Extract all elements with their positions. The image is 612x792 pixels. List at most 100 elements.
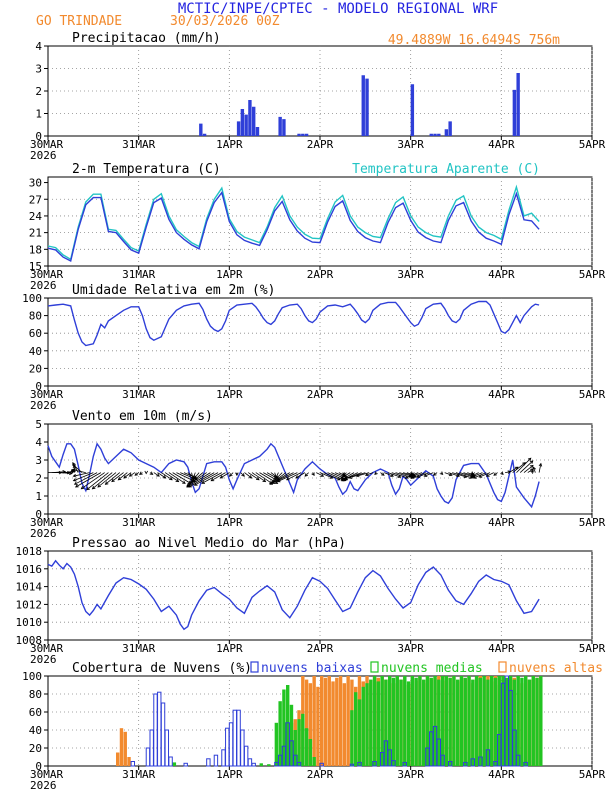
wind-vector [391,472,409,479]
bar-nuvens-baixas [145,747,151,767]
bar-precipitacao [199,123,203,136]
bar-nuvens-medias [301,713,305,766]
panel-wind: 0 1 2 3 4 5 30MAR 31MAR 1APR 2APR 3APR 4APR 5APR 2026… [30,409,606,540]
wind-vector [409,472,423,478]
wind-vector-head [72,463,76,468]
bar-nuvens-medias [259,763,263,766]
x-tick-label: 31MAR [122,768,155,781]
bar-nuvens-medias [463,677,467,766]
bar-nuvens-medias [380,676,384,766]
bar-nuvens-baixas [225,727,230,767]
wind-vector [153,472,160,477]
wind-vector-head [285,477,290,481]
x-tick-label: 1APR [216,768,243,781]
bar-nuvens-baixas [447,761,453,767]
x-tick-label: 31MAR [122,388,155,401]
panel-cloud: 0 20 40 60 80 100 30MAR 31MAR 1APR 2APR 3APR 4APR 5A… [22,661,605,792]
y-tick-label: 30 [29,177,42,190]
wind-vector [444,472,453,476]
wind-vector [424,472,434,477]
y-tick-label: 1012 [16,598,43,611]
panel-mslp: 1008 1010 1012 1014 1016 1018 30MAR 31MAR 1APR 2A… [16,536,606,666]
bar-nuvens-medias [531,676,535,766]
bar-nuvens-baixas [157,691,162,767]
x-tick-label: 4APR [488,388,515,401]
bar-nuvens-medias [535,677,539,766]
wind-vector-head [500,471,504,475]
x-tick-label: 30MAR [30,268,63,281]
bar-nuvens-altas [308,683,313,766]
wind-vector-head [134,472,139,476]
bar-nuvens-medias [384,679,388,766]
x-tick-label: 5APR [579,516,606,529]
bar-nuvens-baixas [168,756,173,767]
wind-vector [157,472,166,479]
x-tick-label: 2APR [307,516,334,529]
x-tick-label: 3APR [397,138,424,151]
bar-nuvens-medias [410,676,415,766]
y-tick-label: 40 [29,345,42,358]
bar-nuvens-medias [520,677,524,766]
wind-vector [473,472,487,479]
y-tick-label: 20 [29,362,42,375]
x-tick-label: 3APR [397,516,424,529]
x-year-label: 2026 [30,279,57,292]
x-tick-label: 4APR [488,642,515,655]
x-tick-label: 2APR [307,768,334,781]
bar-nuvens-altas [116,752,120,766]
bar-nuvens-baixas [296,761,302,767]
bar-nuvens-baixas [183,762,188,767]
bar-nuvens-medias [467,676,471,766]
x-tick-label: 4APR [488,138,515,151]
wind-vector [295,472,306,479]
y-tick-label: 1 [35,108,42,121]
wind-vector-head [478,474,483,478]
wind-vector [251,472,266,482]
bar-nuvens-medias [433,676,437,766]
y-tick-label: 1 [35,490,42,503]
wind-vector-head [529,460,534,464]
bar-nuvens-baixas [251,762,256,767]
wind-vector [188,472,215,488]
wind-vector [240,472,245,477]
y-tick-label: 80 [29,310,42,323]
bar-nuvens-altas [331,681,335,766]
y-tick-label: 20 [29,742,42,755]
bar-nuvens-altas [335,677,339,766]
bar-nuvens-baixas [523,761,528,767]
wind-vector-head [336,477,341,481]
bar-nuvens-altas [312,676,316,766]
wind-vector-head [341,472,345,476]
bar-nuvens-baixas [206,758,211,767]
bar-nuvens-medias [539,676,543,766]
bar-nuvens-medias [505,677,509,766]
wind-vector-head [374,471,378,475]
bar-nuvens-medias [414,677,418,766]
bar-nuvens-medias [365,683,369,766]
x-tick-label: 31MAR [122,138,155,151]
x-tick-label: 4APR [488,516,515,529]
bar-nuvens-baixas [213,754,219,767]
bar-nuvens-baixas [160,702,166,767]
legend-swatch [498,661,507,673]
x-tick-label: 1APR [216,516,243,529]
bar-nuvens-medias [508,676,513,766]
wind-vector-head [139,471,143,475]
panel-title: Umidade Relativa em 2m (%) [72,283,276,298]
bar-nuvens-medias [369,679,373,766]
bar-nuvens-medias [440,676,445,766]
wind-vector [448,472,460,477]
wind-vector-head [348,475,353,479]
legend-swatch [250,661,259,673]
bar-nuvens-medias [482,676,486,766]
y-tick-label: 4 [35,40,42,53]
x-year-label: 2026 [30,527,57,540]
wind-vector-head [117,476,122,481]
wind-vector [168,472,186,484]
bar-nuvens-altas [316,686,320,766]
wind-vector-head [295,475,299,479]
x-tick-label: 31MAR [122,268,155,281]
panel-title: Vento em 10m (m/s) [72,409,213,424]
bar-nuvens-medias [278,701,282,766]
y-tick-label: 27 [29,193,42,206]
